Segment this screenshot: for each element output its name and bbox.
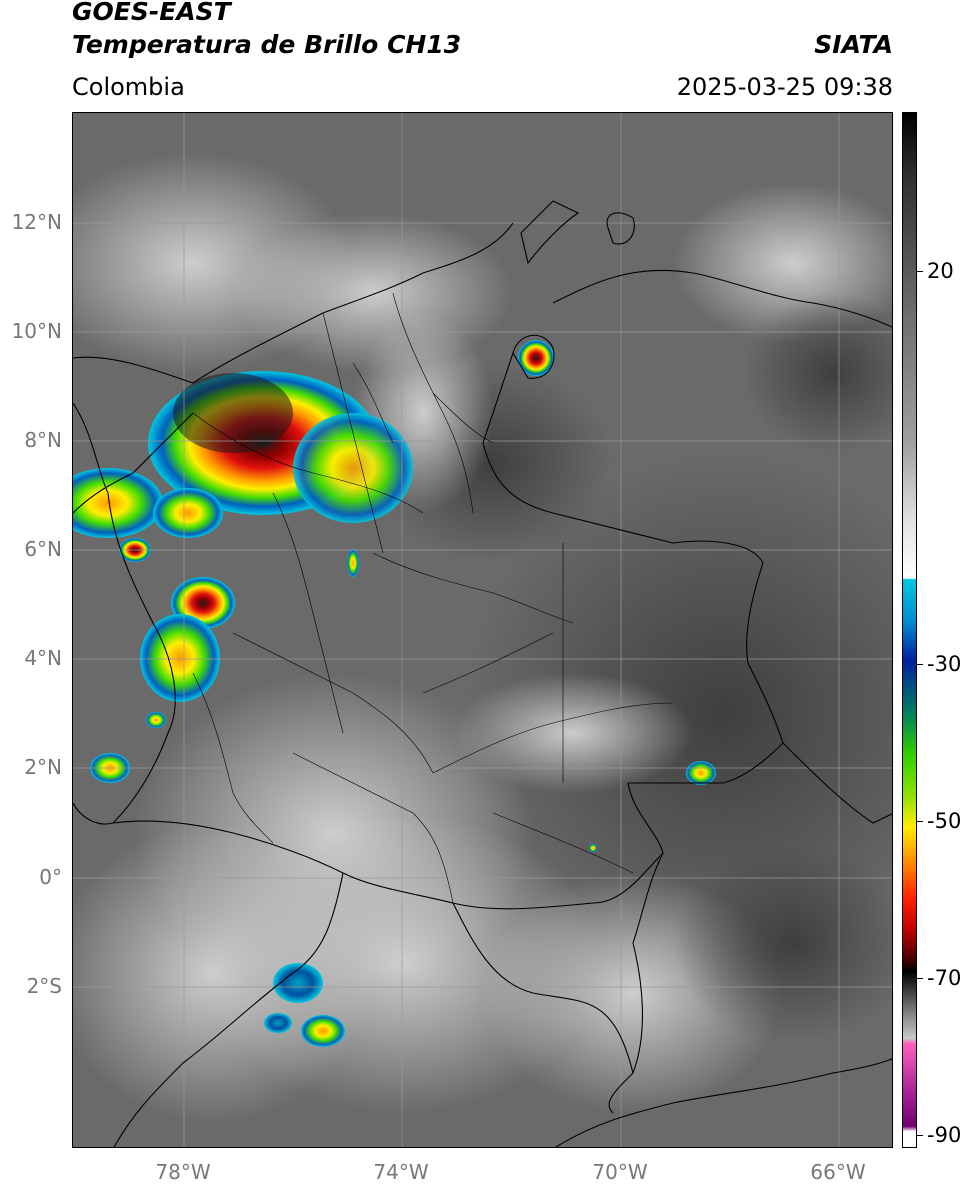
colombia-venezuela-border <box>482 352 892 824</box>
lat-label-8n: 8°N <box>24 428 62 452</box>
borders <box>73 200 892 1147</box>
colorbar-label-minus50: -50 <box>927 809 962 833</box>
caribbean-coast <box>73 222 514 384</box>
colorbar-label-20: 20 <box>927 259 954 283</box>
graticule <box>73 113 892 1147</box>
ecuador-peru-border <box>113 872 344 1147</box>
lat-label-10n: 10°N <box>11 319 62 343</box>
colorbar-tick <box>917 978 923 979</box>
colorbar-tick <box>917 664 923 665</box>
timestamp-label: 2025-03-25 09:38 <box>676 73 893 101</box>
paraguana-peninsula <box>606 212 635 245</box>
peru-brazil-border <box>452 902 634 1074</box>
colorbar-label-minus30: -30 <box>927 652 962 676</box>
colorbar-label-minus90: -90 <box>927 1123 962 1147</box>
lat-label-2s: 2°S <box>26 974 62 998</box>
colombia-peru-border <box>112 820 664 910</box>
convective-clusters <box>73 340 716 1047</box>
brand-label: SIATA <box>814 30 893 59</box>
colorbar-tick <box>917 821 923 822</box>
colorbar-tick <box>917 1135 923 1136</box>
product-title: Temperatura de Brillo CH13 <box>72 30 462 59</box>
lon-label-78w: 78°W <box>155 1160 211 1184</box>
satellite-map[interactable] <box>72 112 893 1148</box>
colorbar-label-minus70: -70 <box>927 966 962 990</box>
map-canvas <box>73 113 892 1147</box>
panama-border <box>73 412 194 514</box>
temperature-colorbar <box>902 112 917 1148</box>
amazon-river <box>555 1058 892 1147</box>
departments <box>192 292 674 904</box>
lat-label-2n: 2°N <box>24 755 62 779</box>
lat-label-4n: 4°N <box>24 646 62 670</box>
maracaibo-lake <box>512 334 555 379</box>
colorbar-tick <box>917 271 923 272</box>
lon-label-70w: 70°W <box>592 1160 648 1184</box>
lon-label-66w: 66°W <box>810 1160 866 1184</box>
satellite-title: GOES-EAST <box>72 0 231 26</box>
lon-label-74w: 74°W <box>373 1160 429 1184</box>
venezuela-coast <box>520 200 892 328</box>
lat-label-12n: 12°N <box>11 210 62 234</box>
lat-label-0: 0° <box>39 865 62 889</box>
region-label: Colombia <box>72 73 185 101</box>
lat-label-6n: 6°N <box>24 537 62 561</box>
